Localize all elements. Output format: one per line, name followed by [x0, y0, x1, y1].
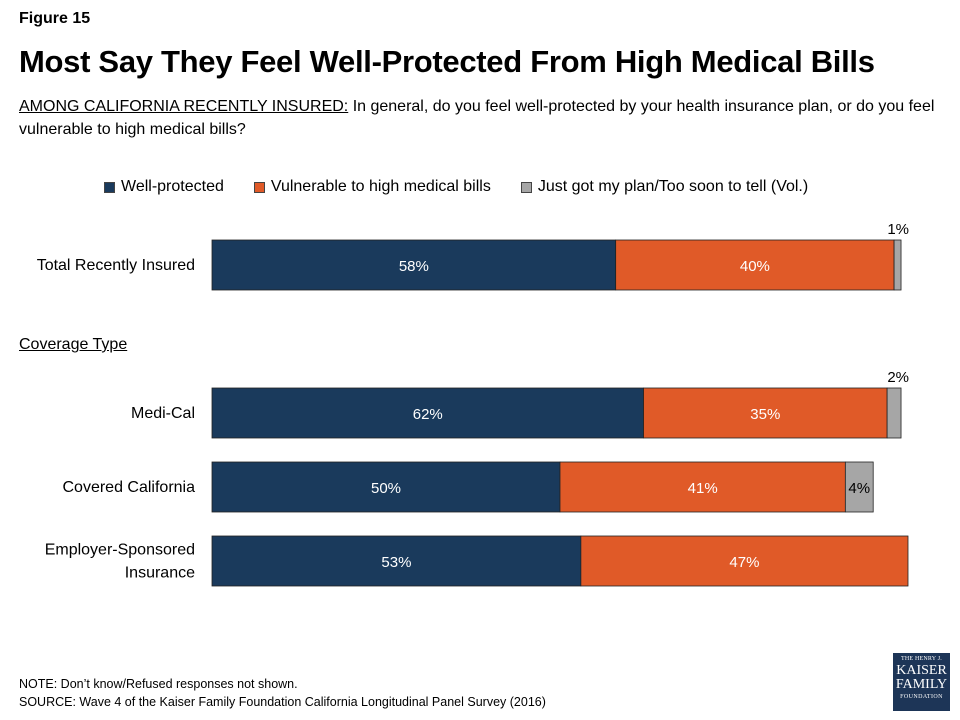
logo-line-4: FOUNDATION — [900, 694, 943, 700]
data-label-medi-cal-well-protected: 62% — [413, 406, 443, 423]
logo-line-1: THE HENRY J. — [900, 656, 942, 662]
data-label-medi-cal-just-got: 2% — [887, 369, 909, 386]
bar-total-recently-insured-just-got — [893, 239, 902, 291]
chart-title: Most Say They Feel Well-Protected From H… — [19, 44, 875, 79]
subtitle-lead: AMONG CALIFORNIA RECENTLY INSURED: — [19, 98, 349, 115]
category-label-line: Employer-Sponsored — [45, 542, 195, 559]
legend-label-well-protected: Well-protected — [121, 178, 224, 195]
coverage-type-heading: Coverage Type — [19, 336, 128, 353]
category-label-line: Covered California — [62, 479, 195, 496]
category-label-employer-sponsored-insurance: Employer-Sponsored Insurance — [45, 542, 195, 582]
category-label-covered-california: Covered California — [62, 479, 195, 496]
kaiser-family-foundation-logo: THE HENRY J. KAISER FAMILY FOUNDATION — [893, 653, 950, 711]
bar-covered-california-just-got — [844, 461, 874, 513]
legend-label-too-soon: Just got my plan/Too soon to tell (Vol.) — [537, 178, 809, 195]
logo-line-3: FAMILY — [895, 677, 948, 692]
bar-employer-sponsored-insurance-well-protected — [211, 535, 582, 587]
source-text: SOURCE: Wave 4 of the Kaiser Family Foun… — [19, 695, 546, 709]
legend-label-vulnerable: Vulnerable to high medical bills — [270, 178, 491, 195]
logo-line-2: KAISER — [896, 663, 947, 678]
legend-item-too-soon: Just got my plan/Too soon to tell (Vol.) — [520, 178, 809, 196]
bar-total-recently-insured-vulnerable-to — [615, 239, 895, 291]
category-label-line: Medi-Cal — [131, 405, 195, 422]
data-label-employer-sponsored-insurance-well-protected: 53% — [381, 554, 411, 571]
bar-covered-california-well-protected — [211, 461, 561, 513]
legend-swatch-vulnerable — [253, 181, 265, 193]
data-label-covered-california-just-got: 4% — [848, 480, 870, 497]
category-label-line: Total Recently Insured — [37, 257, 195, 274]
bar-employer-sponsored-insurance-vulnerable-to — [580, 535, 909, 587]
legend-swatch-too-soon — [520, 181, 532, 193]
legend-item-vulnerable: Vulnerable to high medical bills — [253, 178, 491, 196]
bar-medi-cal-just-got — [886, 387, 902, 439]
data-label-total-recently-insured-well-protected: 58% — [399, 258, 429, 275]
data-label-covered-california-well-protected: 50% — [371, 480, 401, 497]
bar-medi-cal-well-protected — [211, 387, 644, 439]
chart-legend: Well-protected Vulnerable to high medica… — [104, 177, 808, 197]
category-label-line: Insurance — [125, 565, 195, 582]
subtitle-question: In general, do you feel well-protected b… — [19, 98, 935, 138]
chart-subtitle: AMONG CALIFORNIA RECENTLY INSURED: In ge… — [19, 95, 944, 141]
data-label-employer-sponsored-insurance-vulnerable-to: 47% — [729, 554, 759, 571]
legend-item-well-protected: Well-protected — [104, 178, 224, 196]
legend-swatch-well-protected — [104, 181, 115, 193]
data-label-covered-california-vulnerable-to: 41% — [688, 480, 718, 497]
data-label-total-recently-insured-just-got: 1% — [887, 221, 909, 238]
data-label-medi-cal-vulnerable-to: 35% — [750, 406, 780, 423]
figure-label: Figure 15 — [19, 10, 91, 27]
category-label-medi-cal: Medi-Cal — [131, 405, 195, 422]
bar-covered-california-vulnerable-to — [559, 461, 846, 513]
note-text: NOTE: Don’t know/Refused responses not s… — [19, 677, 298, 691]
category-label-total-recently-insured: Total Recently Insured — [37, 257, 195, 274]
bar-total-recently-insured-well-protected — [211, 239, 617, 291]
chart-notes: NOTE: Don’t know/Refused responses not s… — [19, 675, 546, 711]
data-label-total-recently-insured-vulnerable-to: 40% — [740, 258, 770, 275]
